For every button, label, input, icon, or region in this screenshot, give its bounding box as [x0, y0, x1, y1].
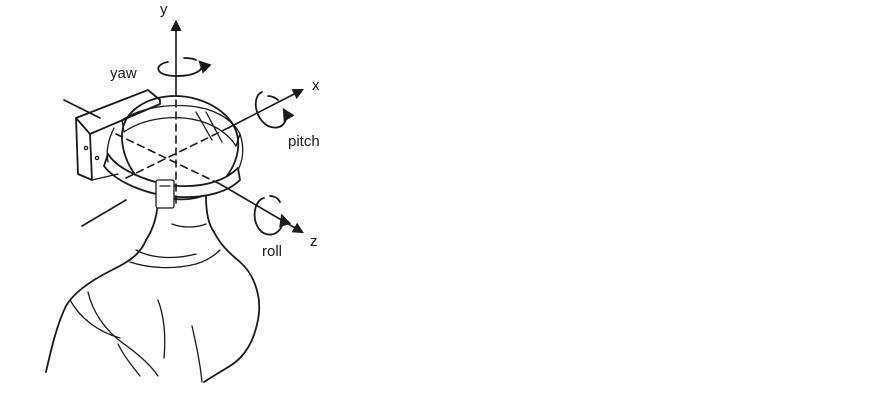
torso-outline	[45, 231, 261, 383]
pitch-rotation-arrow: pitch	[254, 91, 320, 150]
roll-label: roll	[262, 243, 282, 260]
x-axis: x	[227, 77, 320, 129]
x-axis-label: x	[312, 77, 320, 94]
y-axis-label: y	[160, 1, 168, 18]
axis-dashes	[115, 99, 229, 207]
pitch-label: pitch	[288, 133, 320, 150]
z-axis: z	[219, 183, 318, 250]
z-axis-label: z	[310, 233, 318, 250]
axis-back-stubs	[63, 99, 127, 227]
headset-strap	[103, 104, 244, 209]
yaw-label: yaw	[110, 65, 137, 82]
headset-front-box	[75, 89, 161, 181]
y-axis: y	[160, 1, 182, 97]
roll-rotation-arrow: roll	[253, 195, 292, 260]
yaw-rotation-arrow: yaw	[110, 57, 212, 82]
